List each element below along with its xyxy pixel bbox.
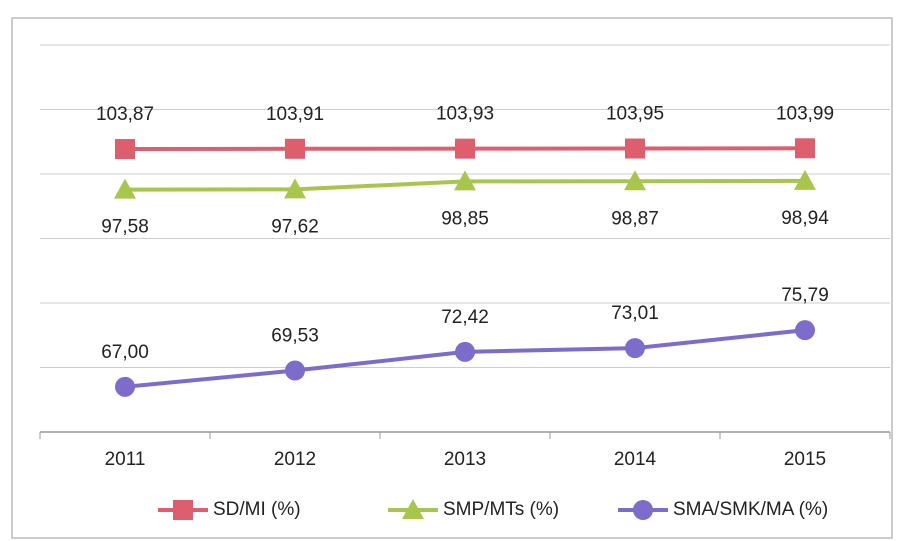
data-label: 98,87 bbox=[611, 208, 659, 229]
data-point bbox=[285, 138, 305, 159]
legend-marker bbox=[173, 500, 193, 520]
x-tick-label: 2012 bbox=[274, 449, 316, 470]
data-label: 73,01 bbox=[611, 303, 659, 324]
legend-label: SMP/MTs (%) bbox=[443, 499, 559, 520]
data-label: 103,99 bbox=[776, 103, 834, 124]
chart-frame bbox=[11, 17, 893, 539]
data-point bbox=[794, 169, 816, 190]
x-tick-label: 2014 bbox=[614, 449, 657, 470]
data-point bbox=[625, 138, 645, 159]
data-label: 103,91 bbox=[266, 104, 324, 125]
data-point bbox=[625, 338, 645, 359]
data-point bbox=[455, 341, 475, 362]
data-point bbox=[455, 138, 475, 159]
data-point bbox=[795, 138, 815, 159]
legend-marker bbox=[633, 500, 653, 520]
x-tick-label: 2015 bbox=[784, 449, 826, 470]
data-point bbox=[115, 376, 135, 397]
data-label: 69,53 bbox=[271, 326, 319, 347]
data-point bbox=[795, 320, 815, 341]
data-label: 103,87 bbox=[96, 104, 154, 125]
x-tick-label: 2011 bbox=[105, 449, 146, 470]
data-label: 98,85 bbox=[441, 208, 489, 229]
data-label: 72,42 bbox=[441, 307, 489, 328]
data-label: 103,93 bbox=[436, 104, 494, 125]
data-point bbox=[115, 139, 135, 160]
legend-label: SD/MI (%) bbox=[213, 499, 301, 520]
data-label: 67,00 bbox=[101, 342, 149, 363]
data-label: 98,94 bbox=[781, 208, 829, 229]
legend-marker bbox=[402, 499, 424, 519]
data-label: 97,62 bbox=[271, 216, 319, 237]
data-point bbox=[454, 170, 476, 191]
data-point bbox=[624, 170, 646, 191]
data-label: 97,58 bbox=[101, 217, 149, 238]
data-point bbox=[284, 178, 306, 199]
data-point bbox=[114, 178, 136, 199]
legend-label: SMA/SMK/MA (%) bbox=[673, 499, 828, 520]
x-tick-label: 2013 bbox=[444, 449, 486, 470]
data-label: 75,79 bbox=[781, 285, 829, 306]
data-label: 103,95 bbox=[606, 104, 664, 125]
data-point bbox=[285, 360, 305, 381]
